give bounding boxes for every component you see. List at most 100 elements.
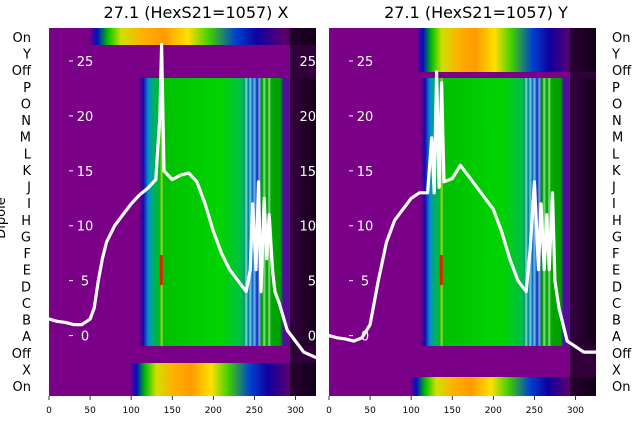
heatmap-stripe	[525, 78, 528, 346]
row-label: On	[13, 31, 31, 46]
x-tick-label: 100	[123, 406, 140, 416]
right-heatmap-main-band	[387, 78, 596, 346]
heatmap-hot-spot	[159, 255, 163, 285]
row-label: Off	[12, 64, 32, 79]
row-label: Off	[612, 347, 632, 362]
row-label: M	[20, 131, 31, 146]
right-heatmap-top-band	[385, 28, 596, 72]
row-label: P	[612, 81, 620, 96]
overlay-series-line	[47, 42, 318, 360]
overlay-y-tick-label: 20	[77, 110, 94, 125]
row-label: F	[24, 247, 31, 262]
x-tick-label: 250	[526, 406, 543, 416]
overlay-y-tick-label: 15	[357, 165, 374, 180]
row-label: I	[27, 197, 31, 212]
x-tick-label: 50	[84, 406, 96, 416]
right-x-axis: 0 50 100 150 200 250 300	[326, 396, 584, 416]
row-label: K	[612, 164, 621, 179]
row-label: B	[22, 314, 31, 329]
right-chart-title: 27.1 (HexS21=1057) Y	[384, 3, 568, 22]
overlay-y-tick-label-right: 20	[299, 110, 316, 125]
row-label: D	[612, 280, 622, 295]
heatmap-stripe	[160, 78, 163, 346]
right-heatmap-right-dark	[570, 28, 596, 396]
overlay-y-tick-label: 10	[77, 220, 94, 235]
row-label: C	[22, 297, 31, 312]
row-label: H	[612, 214, 622, 229]
x-tick-label: 200	[205, 406, 222, 416]
row-label: K	[22, 164, 31, 179]
overlay-y-tick-label-right: 25	[299, 55, 316, 70]
right-heatmap-bottom-band	[377, 377, 596, 396]
heatmap-stripe	[245, 78, 248, 346]
heatmap-stripe	[440, 78, 443, 346]
left-heatmap-bottom-band	[97, 363, 316, 396]
overlay-y-tick-label-right: 10	[299, 220, 316, 235]
row-label: D	[21, 280, 31, 295]
row-label: H	[21, 214, 31, 229]
row-label: A	[612, 330, 621, 345]
row-label: E	[612, 264, 620, 279]
overlay-y-tick-label: 0	[361, 330, 369, 345]
row-label: On	[612, 380, 630, 395]
left-x-axis: 0 50 100 150 200 250 300	[46, 396, 304, 416]
heatmap-stripe	[543, 78, 546, 346]
heatmap-hot-spot	[439, 255, 443, 285]
overlay-y-tick-label: 5	[81, 275, 89, 290]
overlay-y-tick-label: 5	[361, 275, 369, 290]
x-tick-label: 100	[403, 406, 420, 416]
row-label: L	[24, 147, 32, 162]
overlay-series-line	[327, 70, 598, 354]
left-heatmap-top-band	[49, 28, 316, 45]
row-label: On	[13, 380, 31, 395]
right-overlay: 0 5 10 15 20 25	[327, 55, 598, 354]
row-label: J	[611, 181, 616, 196]
row-label: P	[23, 81, 31, 96]
x-tick-label: 250	[246, 406, 263, 416]
row-label: Y	[22, 48, 31, 63]
x-tick-label: 300	[287, 406, 304, 416]
row-label: I	[612, 197, 616, 212]
row-label: M	[612, 131, 623, 146]
left-heatmap-main-band	[105, 78, 316, 346]
heatmap-stripe	[529, 78, 532, 346]
row-label: O	[21, 97, 31, 112]
heatmap-stripe	[548, 78, 551, 346]
left-chart-title: 27.1 (HexS21=1057) X	[104, 3, 289, 22]
row-label: E	[23, 264, 31, 279]
overlay-y-tick-label: 10	[357, 220, 374, 235]
x-tick-label: 0	[46, 406, 52, 416]
heatmap-stripe	[249, 78, 252, 346]
overlay-y-tick-label: 0	[81, 330, 89, 345]
overlay-y-tick-label: 15	[77, 165, 94, 180]
x-tick-label: 150	[164, 406, 181, 416]
left-y-axis-label: Dipole	[0, 197, 9, 238]
overlay-y-tick-label-right: 0	[308, 330, 316, 345]
row-label: N	[21, 114, 31, 129]
row-label: L	[612, 147, 620, 162]
row-label: F	[612, 247, 619, 262]
row-label: N	[612, 114, 622, 129]
overlay-y-tick-label-right: 5	[308, 275, 316, 290]
x-tick-label: 0	[326, 406, 332, 416]
row-label: Off	[612, 64, 632, 79]
row-label: G	[612, 230, 622, 245]
overlay-y-tick-label-right: 15	[299, 165, 316, 180]
row-label: J	[26, 181, 31, 196]
x-tick-label: 150	[444, 406, 461, 416]
row-label: B	[612, 314, 621, 329]
row-label: On	[612, 31, 630, 46]
x-tick-label: 300	[567, 406, 584, 416]
overlay-y-tick-label: 20	[357, 110, 374, 125]
row-label: C	[612, 297, 621, 312]
row-label: X	[612, 363, 621, 378]
overlay-y-tick-label: 25	[77, 55, 94, 70]
row-label: A	[22, 330, 31, 345]
row-label: X	[22, 363, 31, 378]
left-heatmap-right-dark	[290, 28, 316, 396]
overlay-y-tick-label: 25	[357, 55, 374, 70]
row-label: O	[612, 97, 622, 112]
